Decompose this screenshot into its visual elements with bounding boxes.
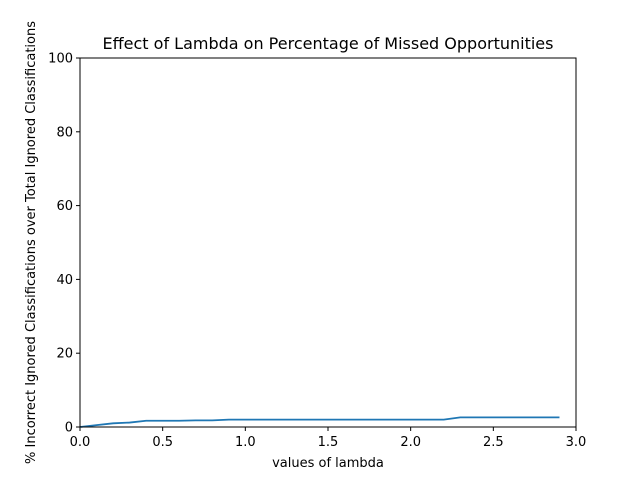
y-tick-label: 60 xyxy=(56,199,73,214)
plot-frame xyxy=(79,57,577,428)
y-tick-label: 0 xyxy=(65,421,73,436)
x-tick-label: 1.0 xyxy=(235,435,256,450)
series-line xyxy=(79,416,560,428)
x-tick-label: 2.0 xyxy=(400,435,421,450)
y-tick-label: 100 xyxy=(48,52,73,67)
x-tick-label: 3.0 xyxy=(566,435,587,450)
y-axis-ticks: 0 20 40 60 80 100 xyxy=(48,52,80,436)
x-tick-label: 1.5 xyxy=(318,435,339,450)
x-tick-label: 2.5 xyxy=(483,435,504,450)
y-tick-label: 20 xyxy=(56,347,73,362)
x-tick-label: 0.0 xyxy=(70,435,91,450)
y-tick-label: 80 xyxy=(56,125,73,140)
x-axis-label: values of lambda xyxy=(272,456,384,471)
y-axis-label: % Incorrect Ignored Classifications over… xyxy=(24,21,39,464)
y-tick-label: 40 xyxy=(56,273,73,288)
chart-title: Effect of Lambda on Percentage of Missed… xyxy=(103,34,554,53)
x-axis-ticks: 0.0 0.5 1.0 1.5 2.0 2.5 3.0 xyxy=(70,427,587,450)
x-tick-label: 0.5 xyxy=(152,435,173,450)
